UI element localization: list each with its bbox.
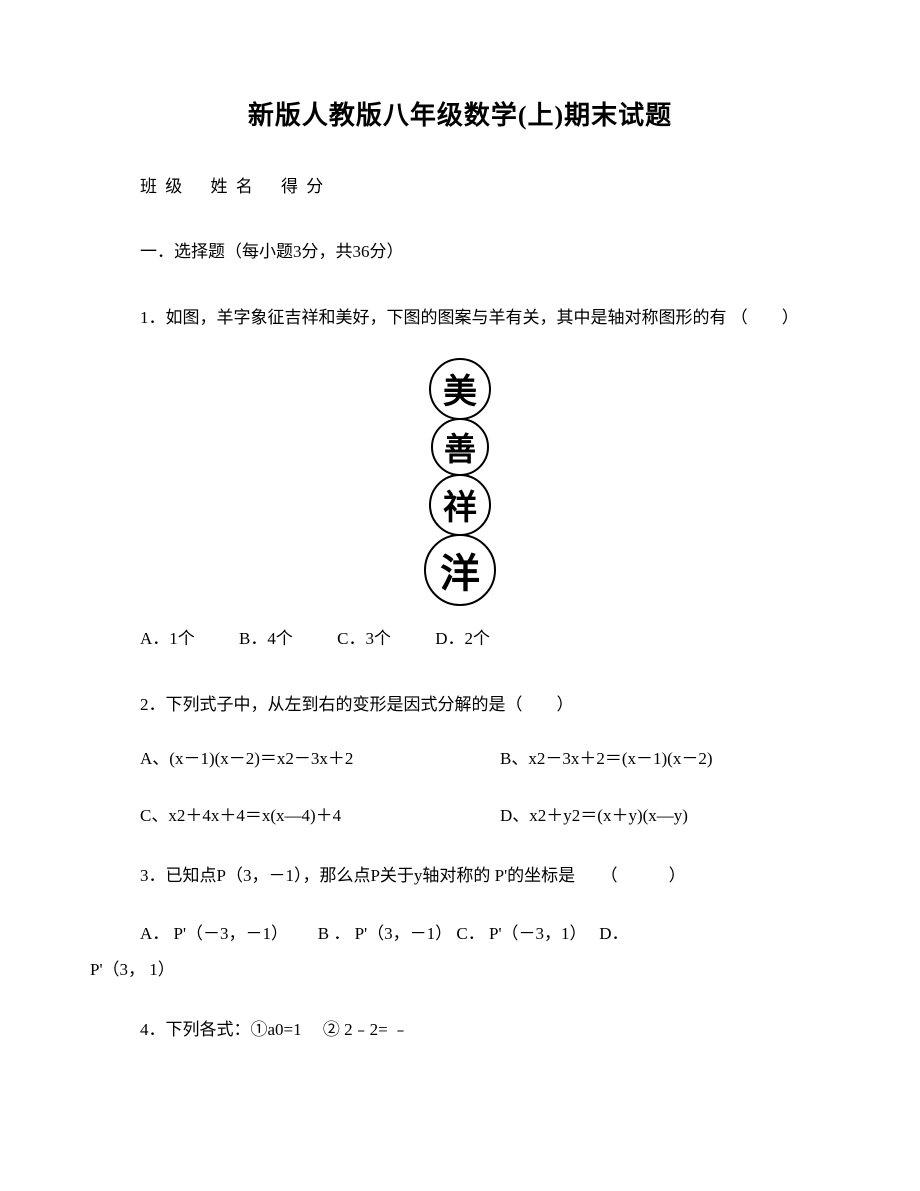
question-4: 4．下列各式：①a0=1 ② 2﹣2= ﹣ (90, 1015, 830, 1040)
q2-option-b: B、x2－3x＋2＝(x－1)(x－2) (500, 744, 830, 769)
name-label: 姓 名 (211, 177, 255, 196)
section-1-title: 一．选择题（每小题3分，共36分） (90, 237, 830, 262)
circle-char-2: 善 (431, 418, 489, 476)
q2-option-d: D、x2＋y2＝(x＋y)(x—y) (500, 801, 830, 826)
q2-option-a: A、(x－1)(x－2)＝x2－3x＋2 (140, 744, 500, 769)
question-3: 3．已知点P（3，－1），那么点P关于y轴对称的 P'的坐标是 （ ） (90, 858, 830, 894)
score-label: 得 分 (281, 177, 325, 196)
question-1-figure: 美 善 祥 洋 (90, 358, 830, 604)
q1-option-a: A．1个 (140, 624, 195, 649)
class-label: 班 级 (140, 177, 184, 196)
question-2: 2．下列式子中，从左到右的变形是因式分解的是（ ） (90, 687, 830, 723)
q1-option-c: C．3个 (337, 624, 391, 649)
question-4-text: 4．下列各式：①a0=1 ② 2﹣2= ﹣ (140, 1015, 830, 1040)
student-info-fields: 班 级 姓 名 得 分 (90, 172, 830, 197)
question-1-text: 1．如图，羊字象征吉祥和美好，下图的图案与羊有关，其中是轴对称图形的有 （ ） (140, 300, 830, 336)
question-2-options: A、(x－1)(x－2)＝x2－3x＋2 B、x2－3x＋2＝(x－1)(x－2… (90, 744, 830, 826)
exam-title: 新版人教版八年级数学(上)期末试题 (90, 95, 830, 132)
circle-char-3: 祥 (429, 474, 491, 536)
circle-char-4: 洋 (424, 534, 496, 606)
question-1: 1．如图，羊字象征吉祥和美好，下图的图案与羊有关，其中是轴对称图形的有 （ ） (90, 300, 830, 336)
q2-option-c: C、x2＋4x＋4＝x(x—4)＋4 (140, 801, 500, 826)
q3-options-line2: P'（3， 1） (90, 952, 830, 988)
q1-option-b: B．4个 (239, 624, 293, 649)
question-3-text: 3．已知点P（3，－1），那么点P关于y轴对称的 P'的坐标是 （ ） (140, 858, 830, 894)
q1-option-d: D．2个 (435, 624, 490, 649)
q3-options-line1: A． P'（－3，－1） B ． P'（3，－1） C． P'（－3，1） D． (90, 916, 830, 952)
question-3-options: A． P'（－3，－1） B ． P'（3，－1） C． P'（－3，1） D．… (90, 916, 830, 987)
question-2-text: 2．下列式子中，从左到右的变形是因式分解的是（ ） (140, 687, 830, 723)
question-1-options: A．1个 B．4个 C．3个 D．2个 (90, 624, 830, 649)
circle-char-1: 美 (429, 358, 491, 420)
